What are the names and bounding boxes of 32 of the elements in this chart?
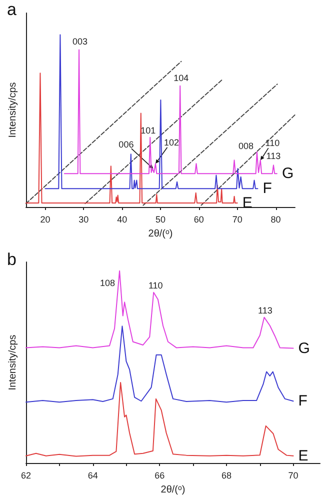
series-label: G xyxy=(298,340,310,357)
x-tick-label: 30 xyxy=(78,214,89,224)
x-tick-label: 68 xyxy=(221,470,232,480)
y-axis-title: Intensity/cps xyxy=(8,334,18,390)
chart-title: a xyxy=(7,0,17,19)
x-tick-label: 60 xyxy=(194,214,204,224)
x-tick-label: 62 xyxy=(20,470,32,480)
series-label: F xyxy=(262,180,272,198)
y-axis-title: Intensity/cps xyxy=(8,82,18,138)
x-tick-label: 80 xyxy=(270,214,281,224)
series-label: G xyxy=(282,165,294,182)
x-tick-label: 70 xyxy=(232,214,242,224)
annotation: 102 xyxy=(164,138,180,148)
annotation: 101 xyxy=(140,125,156,136)
annotation: 108 xyxy=(100,278,116,288)
x-tick-label: 70 xyxy=(288,470,298,480)
x-tick-label: 20 xyxy=(40,214,50,224)
x-tick-label: 66 xyxy=(154,470,165,480)
annotation: 113 xyxy=(258,305,272,316)
annotation: 008 xyxy=(238,140,254,151)
x-tick-label: 40 xyxy=(117,214,128,224)
annotation: 110 xyxy=(265,138,280,148)
x-tick-label: 64 xyxy=(88,470,98,480)
chart-title: b xyxy=(7,250,16,269)
annotation: 110 xyxy=(148,280,163,290)
annotation: 113 xyxy=(266,151,281,162)
annotation: 104 xyxy=(174,72,189,83)
series-label: E xyxy=(298,447,308,464)
annotation: 006 xyxy=(118,140,134,150)
annotation: 003 xyxy=(72,36,88,47)
series-label: F xyxy=(298,392,308,410)
x-tick-label: 50 xyxy=(155,214,166,224)
